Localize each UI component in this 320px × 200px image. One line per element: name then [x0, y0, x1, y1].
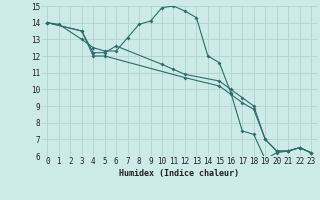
X-axis label: Humidex (Indice chaleur): Humidex (Indice chaleur)	[119, 169, 239, 178]
